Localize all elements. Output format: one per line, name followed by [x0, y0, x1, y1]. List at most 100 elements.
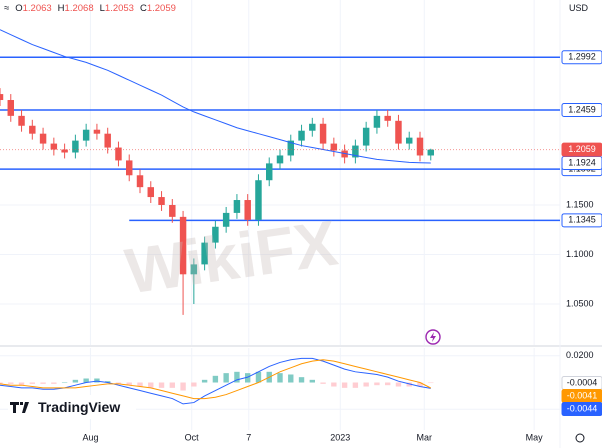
histogram-bar [255, 371, 262, 383]
histogram-bar [363, 382, 369, 387]
histogram-bar [191, 382, 197, 387]
candle-body [330, 143, 338, 151]
histogram-bar [158, 382, 165, 388]
histogram-bar [417, 382, 423, 387]
symbol-icon: ≈ [4, 3, 10, 14]
candle-body [384, 115, 391, 121]
macd-line [0, 359, 431, 400]
ohlc-item: O1.2063 [15, 3, 51, 14]
x-tick-label: Aug [82, 432, 98, 442]
histogram-bar [352, 382, 359, 388]
histogram-bar [148, 382, 154, 388]
ohlc-key: C [139, 3, 147, 14]
candle-body [50, 143, 58, 150]
histogram-bar [83, 378, 89, 383]
candle-body [179, 216, 187, 275]
candle-body [406, 137, 413, 144]
settings-icon[interactable] [575, 433, 585, 443]
candle-body [255, 180, 262, 220]
price-tag-label: -0.0041 [567, 390, 598, 400]
histogram-bar [212, 375, 219, 383]
histogram-bar [406, 382, 412, 387]
x-tick-label: May [526, 432, 544, 442]
histogram-bar [105, 381, 111, 383]
histogram-bar [8, 382, 14, 384]
candle-body [158, 197, 165, 205]
ohlc-key: H [57, 3, 65, 14]
histogram-bar [309, 379, 315, 383]
candle-body [298, 130, 305, 141]
ohlc-value: 1.2053 [104, 3, 134, 14]
price-tag-label: 1.2059 [568, 144, 596, 154]
histogram-bar [223, 373, 229, 383]
price-tag [561, 50, 602, 65]
ohlc-item: C1.2059 [140, 3, 176, 14]
x-tick-label: Mar [417, 432, 433, 442]
candle-body [7, 100, 14, 116]
price-tag-label: 1.1345 [568, 215, 596, 225]
histogram-bar [395, 382, 402, 387]
candle-body [427, 149, 434, 156]
candle-body [276, 155, 284, 164]
logo[interactable]: TradingView [8, 395, 136, 419]
candle-body [266, 163, 273, 181]
histogram-bar [126, 382, 132, 386]
histogram-bar [331, 382, 337, 387]
x-tick-label: 2023 [330, 432, 350, 442]
price-tag-label: 1.2459 [568, 104, 596, 114]
histogram-bar [51, 382, 57, 384]
histogram-bar [245, 373, 251, 383]
price-tag-label: 1.1924 [568, 157, 596, 167]
candle-body [362, 127, 370, 146]
price-tag [561, 103, 602, 118]
candle-body [319, 123, 327, 144]
histogram-bar [169, 382, 175, 388]
logo-icon [10, 402, 29, 413]
histogram-bar [0, 382, 3, 384]
price-tag-label: 1.2992 [568, 52, 596, 62]
histogram-bar [18, 382, 25, 386]
histogram-bar [428, 382, 434, 384]
ohlc-key: L [99, 3, 105, 14]
candle-body [416, 137, 424, 156]
moving-average [0, 29, 431, 164]
y-tick-label: 1.0500 [566, 298, 594, 308]
candle-body [147, 187, 154, 198]
candle-body [190, 264, 198, 275]
price-tag [561, 142, 602, 157]
logo-text: TradingView [38, 399, 121, 415]
candle-body [93, 129, 101, 134]
currency[interactable]: USD [568, 3, 588, 13]
candle-body [136, 175, 144, 188]
candle-body [126, 160, 133, 176]
candle-body [244, 200, 251, 220]
macd-line [0, 357, 431, 405]
candle-body [212, 226, 219, 243]
y-tick-label: 1.1500 [566, 199, 594, 209]
histogram-bar [40, 382, 46, 384]
histogram-bar [180, 382, 186, 391]
candle-body [61, 149, 68, 153]
candle-body [82, 129, 90, 141]
candle-body [309, 123, 316, 131]
candle-body [222, 212, 230, 227]
y-tick-label: 1.1000 [566, 249, 594, 259]
candle-body [39, 133, 47, 144]
histogram-bar [288, 374, 294, 383]
histogram-bar [385, 382, 391, 386]
ohlc-value: 1.2068 [64, 3, 94, 14]
histogram-bar [341, 382, 348, 388]
histogram-bar [277, 373, 283, 383]
candle-body [115, 147, 122, 161]
candle-body [201, 242, 208, 265]
candle-body [287, 140, 294, 156]
event-icon-bolt [430, 332, 436, 342]
candle-body [169, 204, 176, 217]
candle-body [18, 115, 25, 126]
ohlc-item: L1.2053 [100, 3, 134, 14]
histogram-bar [115, 382, 122, 384]
candle-body [373, 115, 381, 128]
histogram-bar [72, 379, 79, 383]
histogram-bar [201, 379, 208, 383]
